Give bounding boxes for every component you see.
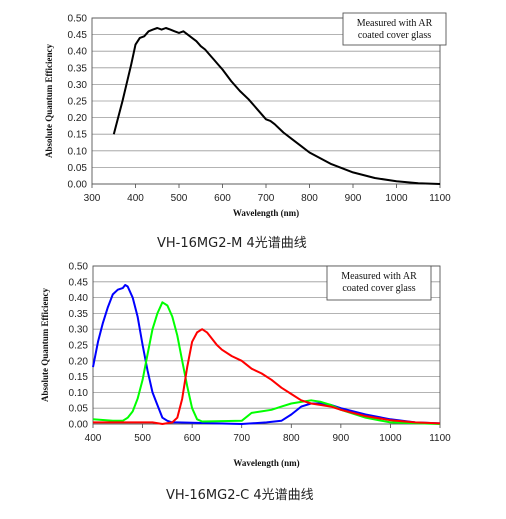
chart-1-x-axis-label: Wavelength (nm) <box>233 208 299 218</box>
chart-2-plot-frame <box>92 265 441 425</box>
chart-1-xtick-label: 400 <box>127 193 144 204</box>
chart-1-ytick-label: 0.30 <box>68 80 88 91</box>
chart-2-xtick-label: 900 <box>333 433 350 444</box>
chart-2-ytick-label: 0.45 <box>69 277 89 288</box>
chart-1-ytick-label: 0.00 <box>68 180 88 191</box>
chart-1-ytick-label: 0.05 <box>68 163 88 174</box>
chart-2-annotation-box <box>326 265 432 301</box>
chart-2-xtick-label: 800 <box>283 433 300 444</box>
chart-1-annotation-text: Measured with AR <box>357 18 433 29</box>
chart-2-xtick-label: 500 <box>134 433 151 444</box>
chart-1-xtick-label: 600 <box>214 193 231 204</box>
chart-2-xtick-label: 400 <box>85 433 102 444</box>
chart-2-ytick-label: 0.50 <box>69 262 89 273</box>
chart-1-xtick-label: 900 <box>345 193 362 204</box>
chart-1-ytick-label: 0.25 <box>68 97 88 108</box>
chart-1-annotation-text: coated cover glass <box>358 30 431 41</box>
chart-2-xtick-label: 700 <box>233 433 250 444</box>
chart-1-xtick-label: 700 <box>258 193 275 204</box>
chart-1-ytick-label: 0.35 <box>68 63 88 74</box>
chart-2-xtick-label: 600 <box>184 433 201 444</box>
chart-2-ytick-label: 0.20 <box>69 356 89 367</box>
chart-2-xtick-label: 1100 <box>429 433 451 444</box>
chart-1-ytick-label: 0.20 <box>68 113 88 124</box>
chart-1-ytick-label: 0.15 <box>68 130 88 141</box>
chart-2-annotation-text: Measured with AR <box>341 271 417 282</box>
chart-1-ytick-label: 0.10 <box>68 146 88 157</box>
chart-2-ytick-label: 0.40 <box>69 293 89 304</box>
chart-2-ytick-label: 0.00 <box>69 420 89 431</box>
chart-1-xtick-label: 800 <box>301 193 318 204</box>
chart-1-annotation-box <box>342 12 447 46</box>
chart-1-xtick-label: 1100 <box>429 193 451 204</box>
chart-1-caption: VH-16MG2-M 4光谱曲线 <box>157 236 307 251</box>
chart-2-ytick-label: 0.25 <box>69 341 89 352</box>
chart-1-series-1-line <box>112 27 441 185</box>
chart-1-ytick-label: 0.40 <box>68 47 88 58</box>
chart-2-x-axis-label: Wavelength (nm) <box>233 458 299 468</box>
chart-2-series-2-line <box>92 301 441 425</box>
chart-1-ytick-label: 0.50 <box>68 14 88 25</box>
chart-2-annotation-text: coated cover glass <box>342 283 415 294</box>
chart-2-ytick-label: 0.30 <box>69 325 89 336</box>
chart-1-xtick-label: 300 <box>84 193 101 204</box>
chart-2-caption: VH-16MG2-C 4光谱曲线 <box>166 488 314 503</box>
chart-2-xtick-label: 1000 <box>379 433 402 444</box>
chart-1-plot-frame <box>91 17 441 185</box>
chart-2-ytick-label: 0.35 <box>69 309 89 320</box>
chart-2-series-3-line <box>93 328 441 425</box>
chart-2-ytick-label: 0.15 <box>69 372 89 383</box>
chart-2-series-1-line <box>92 284 441 425</box>
chart-2-y-axis-label: Absolute Quantum Efficiency <box>40 288 50 403</box>
chart-1-xtick-label: 1000 <box>385 193 408 204</box>
chart-1-ytick-label: 0.45 <box>68 30 88 41</box>
chart-1-y-axis-label: Absolute Quantum Efficiency <box>44 44 54 159</box>
chart-2-ytick-label: 0.10 <box>69 388 89 399</box>
chart-1-xtick-label: 500 <box>171 193 188 204</box>
chart-2-ytick-label: 0.05 <box>69 404 89 415</box>
